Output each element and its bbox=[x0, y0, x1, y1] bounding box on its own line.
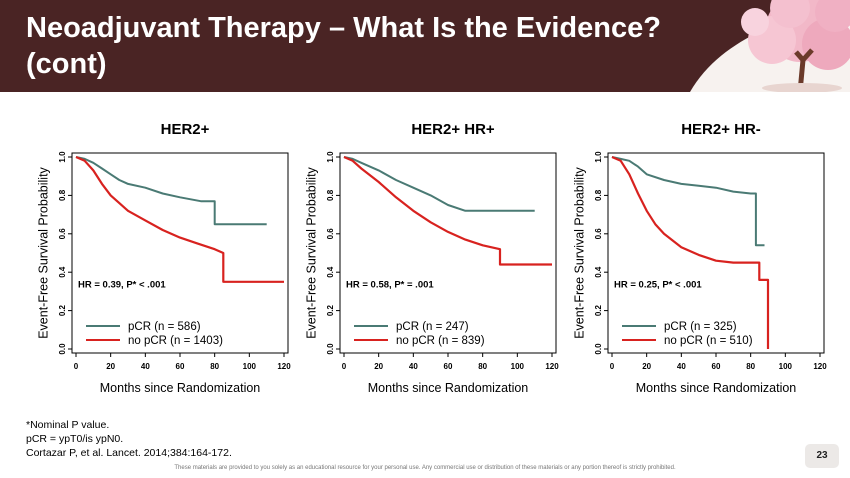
x-tick-label: 100 bbox=[779, 362, 793, 371]
x-tick-label: 0 bbox=[74, 362, 79, 371]
y-tick-label: 1.0 bbox=[326, 151, 335, 163]
x-tick-label: 0 bbox=[610, 362, 615, 371]
y-axis-label: Event-Free Survival Probability bbox=[572, 166, 586, 338]
slide-title: Neoadjuvant Therapy – What Is the Eviden… bbox=[26, 12, 661, 80]
series-line-pcr bbox=[611, 156, 765, 247]
y-tick-label: 1.0 bbox=[594, 151, 603, 163]
y-tick-label: 0.2 bbox=[594, 304, 603, 316]
y-tick-label: 0.6 bbox=[594, 228, 603, 240]
x-tick-label: 20 bbox=[374, 362, 383, 371]
y-tick-label: 0.0 bbox=[594, 343, 603, 355]
footnote-pcr-definition: pCR = ypT0/is ypN0. bbox=[26, 433, 124, 445]
y-tick-label: 0.2 bbox=[58, 304, 67, 316]
series-line-no-pcr bbox=[343, 155, 552, 266]
x-tick-label: 60 bbox=[176, 362, 185, 371]
series-line-no-pcr bbox=[75, 155, 284, 283]
panel-title-her2-hr-pos: HER2+ HR+ bbox=[411, 121, 495, 138]
x-axis-label: Months since Randomization bbox=[636, 381, 797, 395]
km-chart-her2-hr-neg: 0.0 0.2 0.4 0.6 0.8 1.0 0 20 40 60 80 100 120 Months … bbox=[572, 151, 827, 395]
x-tick-label: 80 bbox=[746, 362, 755, 371]
cherry-blossom-tree-icon bbox=[690, 0, 850, 92]
x-tick-label: 60 bbox=[712, 362, 721, 371]
y-tick-label: 0.0 bbox=[58, 343, 67, 355]
x-tick-label: 40 bbox=[141, 362, 150, 371]
legend-label: pCR (n = 247) bbox=[396, 321, 469, 333]
x-tick-label: 100 bbox=[511, 362, 525, 371]
km-chart-her2-hr-pos: 0.0 0.2 0.4 0.6 0.8 1.0 0 20 40 60 80 100 120 Months … bbox=[304, 151, 559, 395]
x-tick-label: 80 bbox=[210, 362, 219, 371]
page-number: 23 bbox=[805, 444, 839, 468]
km-chart-her2: 0.0 0.2 0.4 0.6 0.8 1.0 0 20 40 60 80 100 120 Months … bbox=[36, 151, 291, 395]
y-tick-label: 0.4 bbox=[594, 266, 603, 278]
footnote-citation: Cortazar P, et al. Lancet. 2014;384:164-… bbox=[26, 447, 232, 459]
x-tick-label: 20 bbox=[642, 362, 651, 371]
legend-label: pCR (n = 586) bbox=[128, 321, 201, 333]
x-tick-label: 0 bbox=[342, 362, 347, 371]
x-tick-label: 60 bbox=[444, 362, 453, 371]
y-tick-label: 0.4 bbox=[326, 266, 335, 278]
x-tick-label: 40 bbox=[409, 362, 418, 371]
x-tick-label: 40 bbox=[677, 362, 686, 371]
panel-title-her2-hr-neg: HER2+ HR- bbox=[681, 121, 761, 138]
panel-title-her2: HER2+ bbox=[160, 121, 210, 138]
x-tick-label: 20 bbox=[106, 362, 115, 371]
series-line-pcr bbox=[75, 156, 267, 226]
y-tick-label: 0.8 bbox=[594, 189, 603, 201]
y-tick-label: 0.0 bbox=[326, 343, 335, 355]
hazard-ratio-annotation: HR = 0.25, P* < .001 bbox=[614, 280, 702, 291]
disclaimer: These materials are provided to you sole… bbox=[174, 465, 676, 471]
y-tick-label: 0.6 bbox=[326, 228, 335, 240]
x-tick-label: 100 bbox=[243, 362, 257, 371]
x-tick-label: 120 bbox=[813, 362, 827, 371]
y-axis-label: Event-Free Survival Probability bbox=[304, 166, 318, 338]
y-tick-label: 1.0 bbox=[58, 151, 67, 163]
legend-label: no pCR (n = 839) bbox=[396, 335, 485, 347]
hazard-ratio-annotation: HR = 0.58, P* = .001 bbox=[346, 280, 434, 291]
x-tick-label: 80 bbox=[478, 362, 487, 371]
hazard-ratio-annotation: HR = 0.39, P* < .001 bbox=[78, 280, 166, 291]
series-line-pcr bbox=[343, 156, 535, 212]
slide-header: Neoadjuvant Therapy – What Is the Eviden… bbox=[0, 0, 850, 92]
y-tick-label: 0.4 bbox=[58, 266, 67, 278]
legend-label: pCR (n = 325) bbox=[664, 321, 737, 333]
x-tick-label: 120 bbox=[277, 362, 291, 371]
y-tick-label: 0.2 bbox=[326, 304, 335, 316]
legend-label: no pCR (n = 1403) bbox=[128, 335, 223, 347]
legend-label: no pCR (n = 510) bbox=[664, 335, 753, 347]
footnotes: *Nominal P value. pCR = ypT0/is ypN0. Co… bbox=[26, 418, 526, 460]
y-tick-label: 0.8 bbox=[58, 189, 67, 201]
x-axis-label: Months since Randomization bbox=[100, 381, 261, 395]
x-tick-label: 120 bbox=[545, 362, 559, 371]
y-axis-label: Event-Free Survival Probability bbox=[36, 166, 50, 338]
x-axis-label: Months since Randomization bbox=[368, 381, 529, 395]
y-tick-label: 0.8 bbox=[326, 189, 335, 201]
footnote-nominal-p: *Nominal P value. bbox=[26, 419, 110, 431]
y-tick-label: 0.6 bbox=[58, 228, 67, 240]
series-line-no-pcr bbox=[611, 155, 770, 349]
